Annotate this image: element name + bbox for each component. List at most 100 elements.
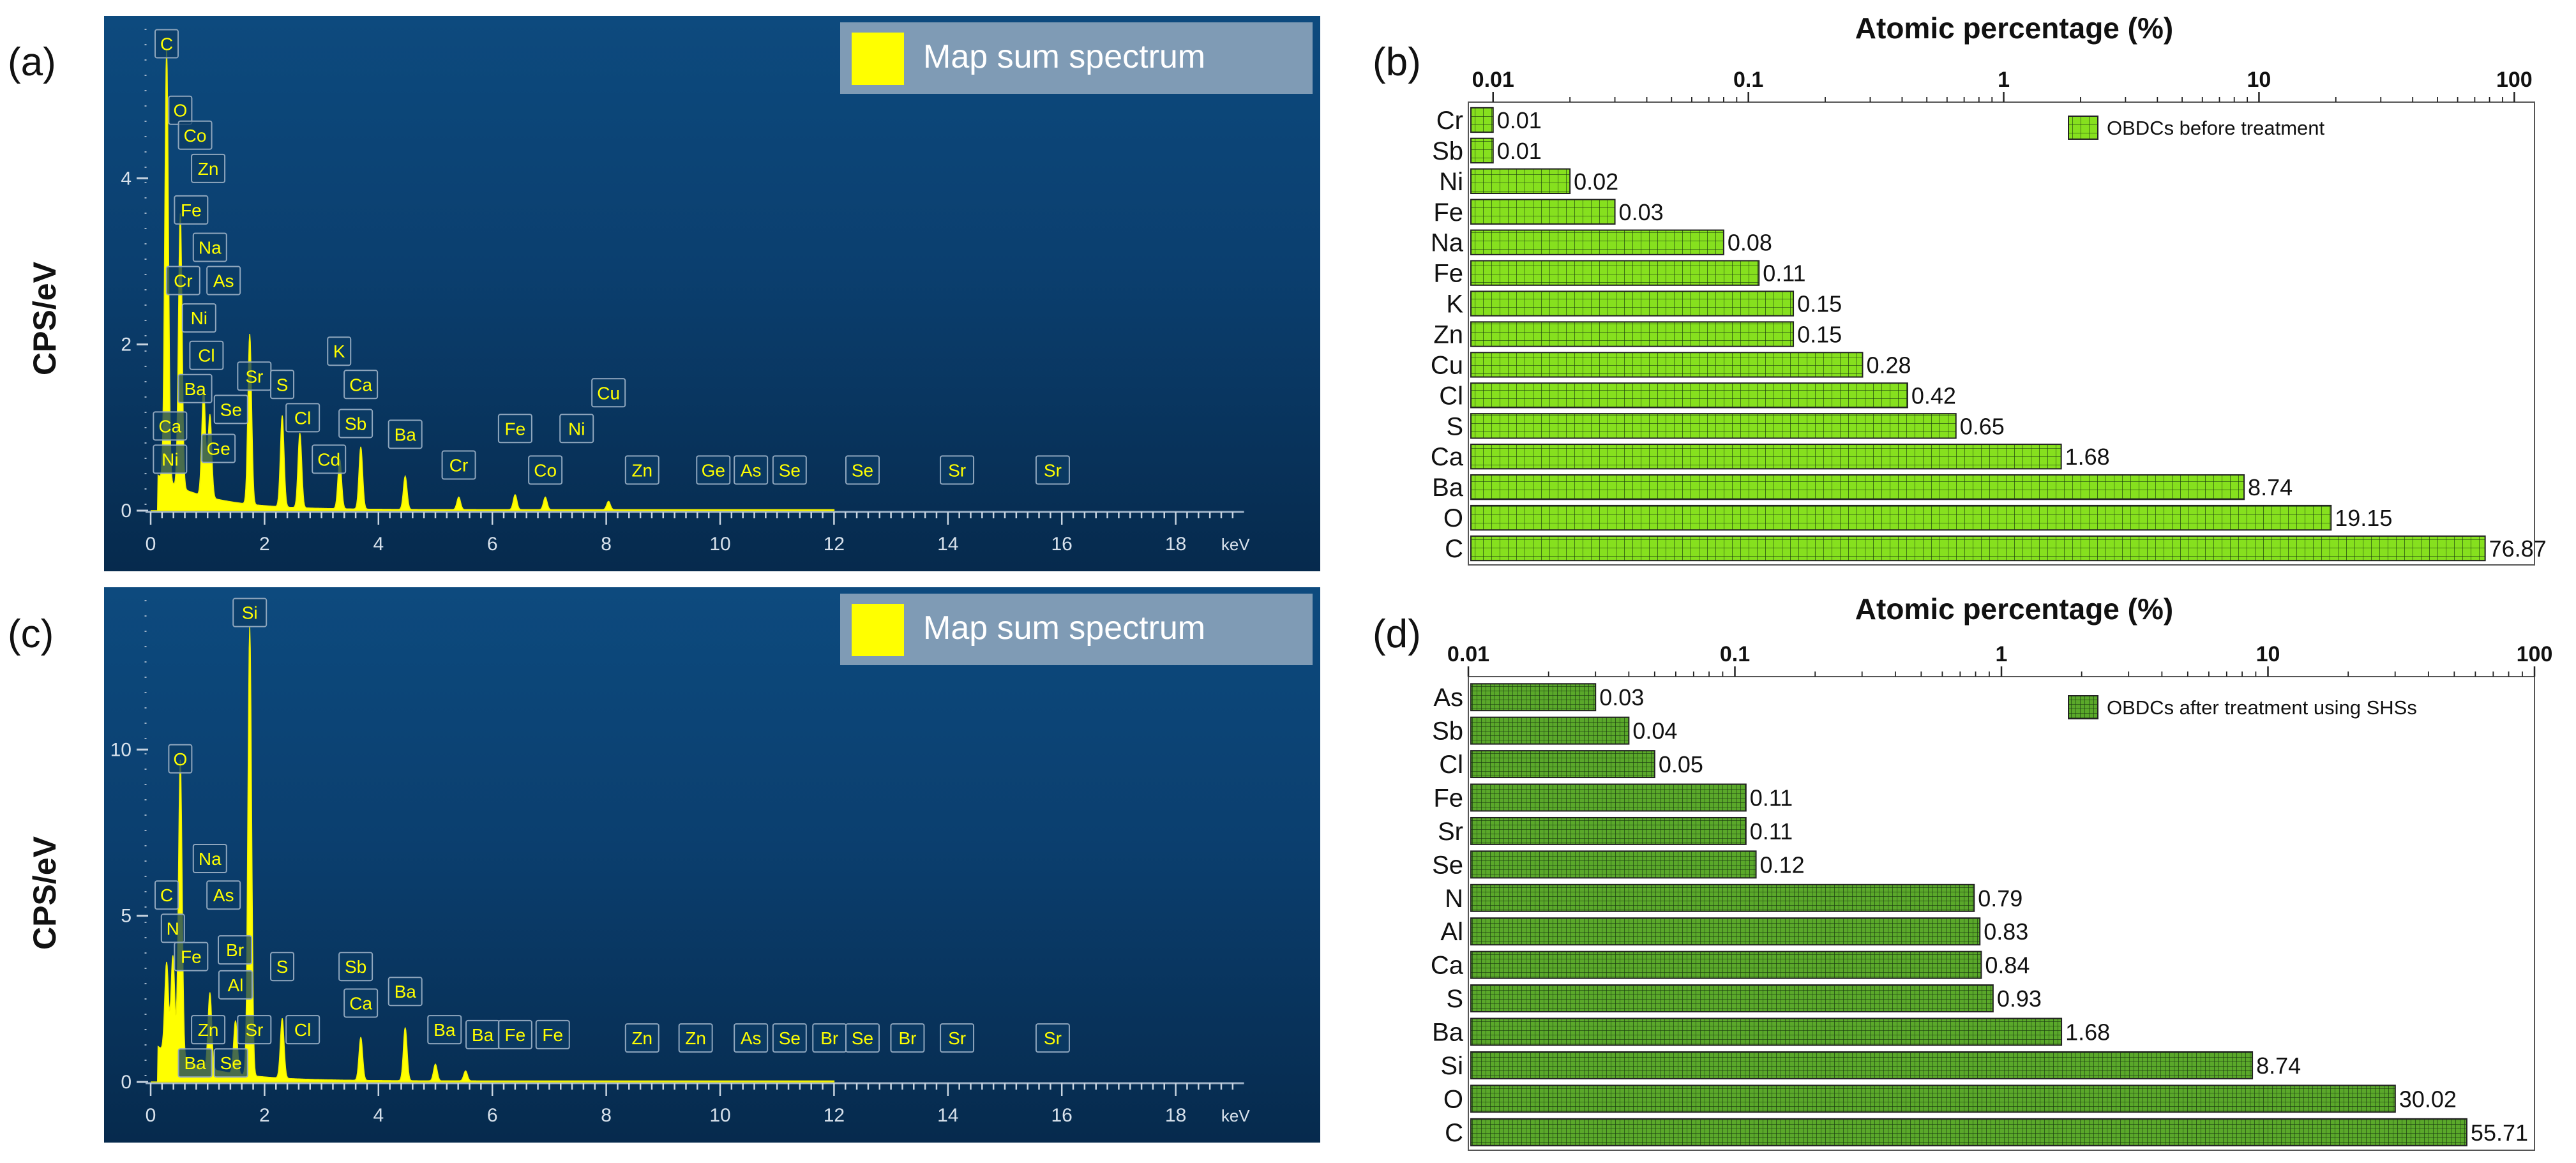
element-label-box xyxy=(160,913,185,943)
element-label: Co xyxy=(528,455,563,485)
bar-value-label: 0.93 xyxy=(1997,986,2042,1012)
element-label: Na xyxy=(192,232,227,262)
element-label-text: S xyxy=(276,957,289,977)
element-label-text: N xyxy=(167,919,179,938)
element-label: O xyxy=(168,95,193,125)
spectrum-trace xyxy=(151,49,835,511)
element-label: Fe xyxy=(535,1019,570,1049)
category-label: Zn xyxy=(1433,321,1463,349)
element-label-box xyxy=(206,266,241,296)
element-label-text: Zn xyxy=(198,1020,219,1040)
x-tick-label: 10 xyxy=(709,1105,730,1126)
x-tick-label: 4 xyxy=(373,534,384,555)
category-label: Ba xyxy=(1432,474,1464,502)
bar-s xyxy=(1470,984,1994,1013)
element-label-text: Sr xyxy=(245,1020,263,1040)
bar-value-label: 0.04 xyxy=(1632,718,1677,744)
element-label-text: Br xyxy=(820,1028,838,1048)
bar-value-label: 0.15 xyxy=(1797,322,1842,348)
element-label: Sr xyxy=(1035,455,1070,485)
element-label-text: Fe xyxy=(505,1025,526,1045)
legend-swatch-c xyxy=(852,604,904,656)
category-label: Na xyxy=(1431,229,1464,257)
element-label-box xyxy=(388,977,423,1007)
element-label-text: Ca xyxy=(349,993,372,1013)
element-label: Ba xyxy=(465,1019,501,1049)
panel-label-d: (d) xyxy=(1373,612,1421,656)
element-label-text: Zn xyxy=(631,460,652,480)
element-label-box xyxy=(153,411,188,441)
x-tick-label: 0.01 xyxy=(1472,68,1514,92)
bar-value-label: 30.02 xyxy=(2399,1086,2457,1112)
element-label-box xyxy=(591,378,626,408)
element-label: Se xyxy=(845,455,880,485)
element-label: As xyxy=(734,1023,769,1053)
bar-value-label: 55.71 xyxy=(2471,1120,2528,1146)
bar-value-label: 0.15 xyxy=(1797,291,1842,317)
element-label-text: Ba xyxy=(395,982,417,1002)
category-label: C xyxy=(1445,535,1463,563)
element-label: Ba xyxy=(177,1048,213,1078)
element-label-box xyxy=(845,1023,880,1053)
element-label-text: Cu xyxy=(597,383,620,403)
bar-as xyxy=(1470,683,1597,712)
element-label-box xyxy=(285,1015,320,1045)
element-label-box xyxy=(218,970,253,1000)
element-label-box xyxy=(678,1023,713,1053)
element-label: N xyxy=(160,913,185,943)
element-label: O xyxy=(168,744,193,774)
legend-text: OBDCs before treatment xyxy=(2107,117,2325,139)
category-label: S xyxy=(1446,412,1463,440)
spectrum-background xyxy=(104,587,1320,1143)
element-label: K xyxy=(327,336,352,366)
category-label: As xyxy=(1433,684,1463,712)
x-tick-label: 100 xyxy=(2517,642,2553,666)
element-label-text: Zn xyxy=(631,1028,652,1048)
element-label: Sr xyxy=(940,1023,975,1053)
element-label: Fe xyxy=(497,1019,532,1049)
element-label: As xyxy=(206,880,241,910)
y-axis-label-c: CPS/eV xyxy=(27,836,63,950)
element-label-text: Ca xyxy=(158,416,181,436)
category-label: O xyxy=(1443,1085,1463,1113)
element-label-text: As xyxy=(213,885,234,905)
bar-o xyxy=(1470,504,2332,531)
element-label-text: Ca xyxy=(349,375,372,394)
element-label-text: As xyxy=(741,1028,762,1048)
bar-value-label: 0.11 xyxy=(1750,785,1793,811)
bar-sb xyxy=(1470,716,1630,745)
category-label: Cu xyxy=(1431,351,1463,379)
bar-value-label: 0.79 xyxy=(1978,885,2022,912)
bar-al xyxy=(1470,917,1981,946)
element-label-text: Ge xyxy=(702,460,725,480)
category-label: N xyxy=(1445,885,1463,913)
element-label-text: Co xyxy=(184,126,207,146)
element-label-text: C xyxy=(160,885,173,905)
element-label-box xyxy=(427,1015,462,1045)
bar-value-label: 0.03 xyxy=(1599,684,1644,710)
element-label-box xyxy=(343,370,379,400)
x-tick-label: 18 xyxy=(1165,534,1186,555)
element-label-box xyxy=(174,942,209,972)
spectrum-legend-a: Map sum spectrum xyxy=(840,22,1313,94)
element-label: Sb xyxy=(338,952,373,982)
element-label-text: O xyxy=(173,101,187,121)
category-label: Sb xyxy=(1432,137,1463,165)
x-tick-label: 4 xyxy=(373,1105,384,1126)
bar-zn xyxy=(1470,321,1795,347)
element-label: Zn xyxy=(624,455,659,485)
element-label-box xyxy=(191,1015,226,1045)
x-tick-label: 10 xyxy=(2247,68,2271,92)
element-label: Cr xyxy=(165,266,200,296)
plot-frame xyxy=(1468,101,2535,566)
bar-value-label: 0.83 xyxy=(1984,919,2028,945)
element-label: Zn xyxy=(624,1023,659,1053)
element-label: Se xyxy=(772,1023,807,1053)
x-axis-unit-label: keV xyxy=(1221,535,1250,554)
element-label-text: Br xyxy=(226,940,244,960)
element-label: Cr xyxy=(441,450,476,480)
element-label: S xyxy=(270,952,295,982)
element-label: Ba xyxy=(388,977,423,1007)
category-label: C xyxy=(1445,1119,1463,1147)
